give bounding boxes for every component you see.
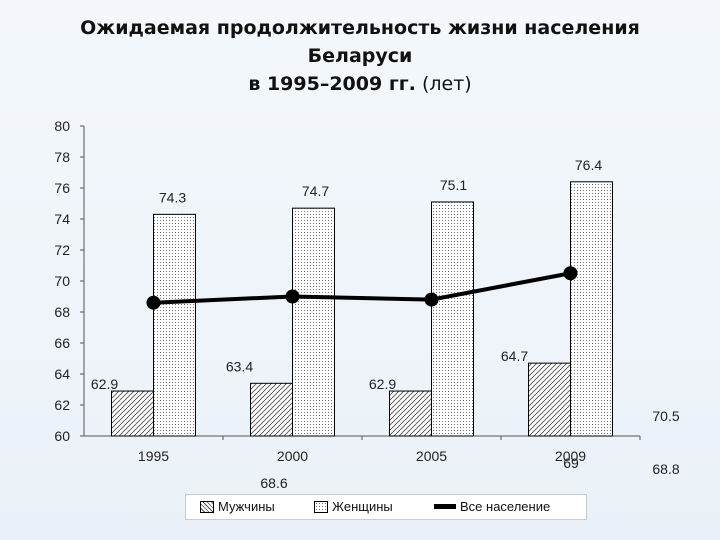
line-all-population [153,271,571,305]
data-label-women-2005: 75.1 [440,177,467,193]
legend-swatch-men [200,500,214,513]
marker-all-2005 [424,292,439,307]
y-tick-label: 64 [54,366,70,382]
bar-women-2005 [431,201,474,437]
bar-women-2009 [570,181,613,437]
data-label-men-2005: 62.9 [369,376,396,392]
x-tick-label: 2005 [416,448,447,464]
title-line-3: в 1995–2009 гг. (лет) [0,70,720,98]
x-tick-label: 2000 [277,448,308,464]
bar-women-2000 [292,207,335,437]
data-label-all-2000: 69 [563,455,579,471]
y-tick-label: 66 [54,335,70,351]
title-unit: (лет) [415,73,472,95]
y-tick-label: 78 [54,149,70,165]
chart-title: Ожидаемая продолжительность жизни населе… [0,14,720,98]
legend-item-all: Все население [434,499,550,514]
data-label-women-2009: 76.4 [575,157,602,173]
y-tick-label: 70 [54,273,70,289]
bar-men-2000 [250,382,293,437]
legend-item-women: Женщины [314,499,393,514]
data-label-women-1995: 74.3 [159,189,186,205]
bar-women-1995 [153,213,196,437]
legend: Мужчины Женщины Все население [185,494,587,520]
x-tick-label: 1995 [138,448,169,464]
legend-label-all: Все население [460,499,551,514]
marker-all-2000 [285,289,300,304]
y-tick-label: 60 [54,428,70,444]
title-line-1: Ожидаемая продолжительность жизни населе… [80,17,640,39]
y-tick-label: 72 [54,242,70,258]
data-label-men-2000: 63.4 [226,358,253,374]
y-tick-label: 68 [54,304,70,320]
data-label-women-2000: 74.7 [302,183,329,199]
x-tick-label: 2009 [555,448,586,464]
y-tick-label: 62 [54,397,70,413]
legend-label-men: Мужчины [218,499,275,514]
data-label-all-2005: 68.8 [652,461,679,477]
legend-item-men: Мужчины [200,499,275,514]
y-tick-label: 80 [54,118,70,134]
legend-swatch-all [434,504,456,509]
y-tick-label: 76 [54,180,70,196]
data-label-all-1995: 68.6 [260,475,287,491]
marker-all-2009 [563,266,578,281]
data-label-men-2009: 64.7 [501,348,528,364]
title-line-2: Беларуси [307,45,413,67]
legend-label-women: Женщины [332,499,393,514]
bar-men-1995 [111,390,154,437]
marker-all-1995 [146,295,161,310]
legend-swatch-women [314,500,328,513]
data-label-men-1995: 62.9 [91,376,118,392]
y-tick-label: 74 [54,211,70,227]
data-label-all-2009: 70.5 [652,408,679,424]
title-years: в 1995–2009 гг. [248,73,416,95]
bar-men-2005 [389,390,432,437]
bar-men-2009 [528,362,571,437]
